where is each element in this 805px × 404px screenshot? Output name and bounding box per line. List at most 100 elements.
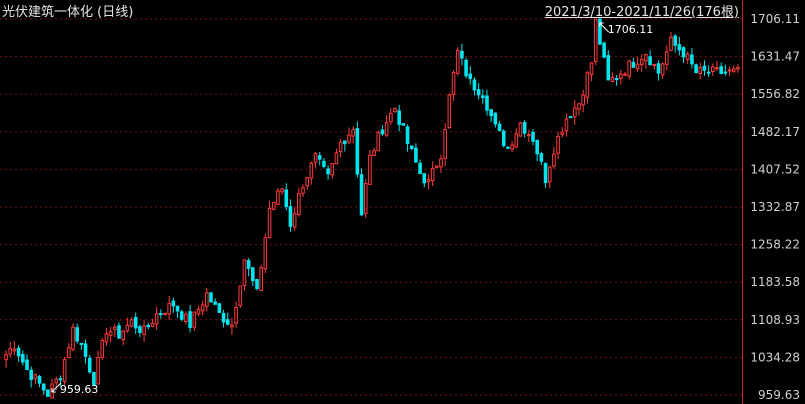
candle-up [271,201,276,210]
candle-down [464,59,468,77]
candle-up [196,309,201,315]
candle-up [338,141,343,153]
candle-up [301,187,305,194]
candle-up [430,167,435,182]
candle-up [234,306,238,324]
candle-down [409,145,414,150]
y-tick-label: 1631.47 [750,50,800,64]
max-arrow [599,22,610,33]
candle-down [723,71,728,74]
candle-down [481,95,485,99]
candle-down [29,369,33,381]
candle-up [393,107,397,113]
candle-up [67,347,71,359]
candle-up [54,378,59,384]
candle-up [556,135,560,154]
candle-up [577,103,581,110]
candle-down [468,73,473,80]
candle-down [497,123,502,131]
candle-up [121,330,125,341]
candle-up [267,207,272,239]
candle-down [225,319,230,325]
candle-up [309,162,314,179]
candle-up [305,177,309,187]
candle-down [46,389,50,397]
min-arrow [51,382,62,393]
candle-down [217,303,222,313]
candle-up [372,150,376,156]
candle-down [506,146,510,149]
candle-down [79,342,84,345]
candle-down [677,44,682,51]
candle-down [37,375,42,384]
candle-down [16,347,21,357]
candle-down [706,71,711,74]
y-tick-label: 1407.52 [750,162,800,176]
date-range[interactable]: 2021/3/10-2021/11/26(176根) [544,5,739,20]
candle-down [418,162,422,175]
candle-down [539,153,544,162]
candle-down [397,110,401,125]
candle-down [598,18,602,45]
candle-down [535,140,539,155]
candle-up [12,348,17,352]
candle-up [627,60,631,77]
candle-up [639,58,644,66]
candle-up [205,292,209,307]
y-tick-label: 1183.58 [750,275,800,289]
candle-up [368,154,372,185]
candle-down [355,128,360,175]
candle-up [276,190,280,205]
candle-up [154,313,159,325]
candle-up [33,374,38,380]
candle-up [150,322,155,327]
candle-up [527,134,531,137]
candle-down [83,343,88,357]
candle-up [376,131,381,152]
candle-down [501,130,506,147]
candle-up [163,312,167,315]
candle-down [188,311,192,328]
candle-down [213,301,217,305]
candle-down [656,63,661,74]
y-tick-label: 1556.82 [750,87,800,101]
candle-up [715,67,719,70]
candle-up [192,311,197,328]
candle-down [522,122,527,134]
min-label: 959.63 [60,383,98,396]
candles [4,18,740,399]
candle-up [547,166,552,183]
candle-down [255,279,259,290]
candle-up [652,64,657,67]
candle-down [631,61,636,68]
candle-down [288,206,293,227]
candle-up [363,183,368,214]
candle-up [426,179,431,183]
candle-up [443,129,447,159]
candle-up [610,76,615,82]
candle-up [589,62,594,76]
candle-up [685,53,690,60]
candle-up [644,54,648,62]
candle-down [117,325,121,339]
candle-down [171,300,176,307]
candle-down [175,305,180,312]
candle-down [485,95,489,111]
candle-up [510,144,514,150]
candle-down [460,50,464,59]
candle-up [4,354,8,361]
candle-up [263,237,268,270]
candle-down [251,267,255,282]
candle-down [58,378,63,381]
candle-up [455,49,460,74]
candle-down [422,173,427,184]
candle-up [96,357,100,385]
candle-down [568,116,573,119]
candle-down [138,326,142,333]
y-tick-label: 959.63 [758,388,800,402]
candle-up [108,331,113,336]
candle-up [593,18,598,62]
candle-down [690,54,694,65]
candle-up [552,153,556,167]
